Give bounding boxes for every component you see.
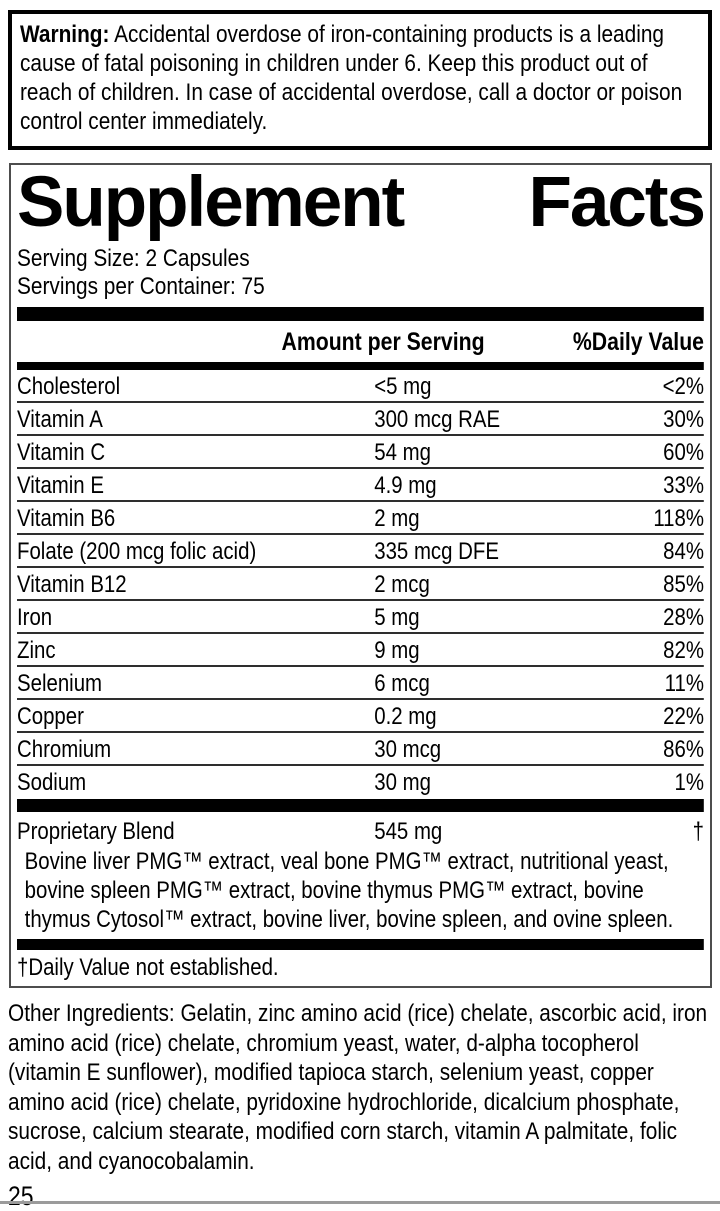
nutrient-amount: 0.2 mg (374, 703, 437, 730)
other-ingredients-text: Other Ingredients: Gelatin, zinc amino a… (8, 1000, 708, 1175)
blend-amount: 545 mg (374, 818, 443, 845)
nutrient-name: Vitamin B6 (17, 505, 116, 532)
nutrient-daily-value: 28% (663, 604, 704, 631)
table-row: Vitamin C 54 mg 60% (17, 436, 704, 469)
bottom-edge-rule (0, 1201, 720, 1204)
table-row: Copper 0.2 mg 22% (17, 700, 704, 733)
page-number: 25 (8, 1181, 712, 1211)
table-row: Folate (200 mcg folic acid) 335 mcg DFE … (17, 535, 704, 568)
nutrient-daily-value: 85% (663, 571, 704, 598)
table-row: Cholesterol <5 mg <2% (17, 370, 704, 403)
nutrient-amount: 300 mcg RAE (374, 406, 501, 433)
nutrient-daily-value: 118% (653, 505, 704, 532)
table-row: Vitamin B6 2 mg 118% (17, 502, 704, 535)
column-header-daily-value: %Daily Value (572, 328, 704, 356)
nutrient-name: Zinc (17, 637, 56, 664)
nutrient-daily-value: 30% (663, 406, 704, 433)
nutrient-name: Sodium (17, 769, 87, 796)
table-row: Selenium 6 mcg 11% (17, 667, 704, 700)
blend-description: Bovine liver PMG™ extract, veal bone PMG… (24, 848, 674, 933)
table-row: Zinc 9 mg 82% (17, 634, 704, 667)
nutrient-daily-value: 11% (664, 670, 704, 697)
nutrient-amount: 6 mcg (374, 670, 430, 697)
nutrient-name: Copper (17, 703, 84, 730)
warning-box: Warning: Accidental overdose of iron-con… (8, 10, 712, 150)
nutrient-name: Selenium (17, 670, 103, 697)
warning-body: Accidental overdose of iron-containing p… (20, 21, 683, 135)
divider-bar-bottom (17, 939, 704, 950)
divider-bar-middle (17, 799, 704, 812)
table-row: Vitamin E 4.9 mg 33% (17, 469, 704, 502)
column-header-amount: Amount per Serving (281, 328, 485, 356)
nutrient-amount: <5 mg (374, 373, 432, 400)
table-row: Chromium 30 mcg 86% (17, 733, 704, 766)
nutrient-amount: 4.9 mg (374, 472, 437, 499)
nutrient-amount: 30 mcg (374, 736, 442, 763)
supplement-facts-title: Supplement Facts (17, 163, 706, 242)
daily-value-footnote: †Daily Value not established. (17, 954, 279, 981)
nutrient-name: Cholesterol (17, 373, 121, 400)
warning-text: Warning: Accidental overdose of iron-con… (20, 20, 698, 136)
other-ingredients: Other Ingredients: Gelatin, zinc amino a… (8, 999, 712, 1176)
nutrient-daily-value: 1% (674, 769, 704, 796)
blend-daily-value-dagger: † (692, 818, 704, 845)
supplement-facts-panel: Supplement Facts Serving Size: 2 Capsule… (9, 163, 712, 988)
divider-bar-header (17, 362, 704, 370)
nutrient-amount: 2 mcg (374, 571, 430, 598)
table-row: Iron 5 mg 28% (17, 601, 704, 634)
servings-per-container: Servings per Container: 75 (17, 273, 265, 300)
nutrient-amount: 54 mg (374, 439, 431, 466)
title-word-supplement: Supplement (17, 163, 405, 242)
nutrient-daily-value: 82% (663, 637, 704, 664)
nutrient-name: Iron (17, 604, 53, 631)
nutrient-name: Vitamin E (17, 472, 104, 499)
nutrient-daily-value: <2% (662, 373, 704, 400)
table-header-row: Amount per Serving %Daily Value (17, 321, 704, 362)
nutrient-daily-value: 60% (663, 439, 704, 466)
nutrient-amount: 30 mg (374, 769, 431, 796)
nutrient-daily-value: 22% (663, 703, 704, 730)
title-word-facts: Facts (528, 163, 706, 242)
table-row: Sodium 30 mg 1% (17, 766, 704, 799)
blend-name: Proprietary Blend (17, 818, 175, 845)
nutrient-amount: 5 mg (374, 604, 420, 631)
nutrient-amount: 9 mg (374, 637, 420, 664)
table-row: Vitamin B12 2 mcg 85% (17, 568, 704, 601)
nutrient-name: Vitamin C (17, 439, 106, 466)
warning-label: Warning: (20, 21, 110, 48)
divider-bar-top (17, 307, 704, 321)
nutrient-daily-value: 33% (663, 472, 704, 499)
nutrient-daily-value: 86% (663, 736, 704, 763)
nutrient-rows: Cholesterol <5 mg <2% Vitamin A 300 mcg … (17, 370, 704, 799)
nutrient-name: Folate (200 mcg folic acid) (17, 538, 257, 565)
nutrient-amount: 335 mcg DFE (374, 538, 499, 565)
nutrient-name: Vitamin B12 (17, 571, 127, 598)
table-row: Vitamin A 300 mcg RAE 30% (17, 403, 704, 436)
nutrient-name: Vitamin A (17, 406, 103, 433)
proprietary-blend-row: Proprietary Blend 545 mg † (17, 812, 704, 847)
nutrient-name: Chromium (17, 736, 112, 763)
nutrient-daily-value: 84% (663, 538, 704, 565)
page-number-text: 25 (8, 1181, 34, 1211)
nutrient-amount: 2 mg (374, 505, 420, 532)
serving-size: Serving Size: 2 Capsules (17, 245, 250, 272)
